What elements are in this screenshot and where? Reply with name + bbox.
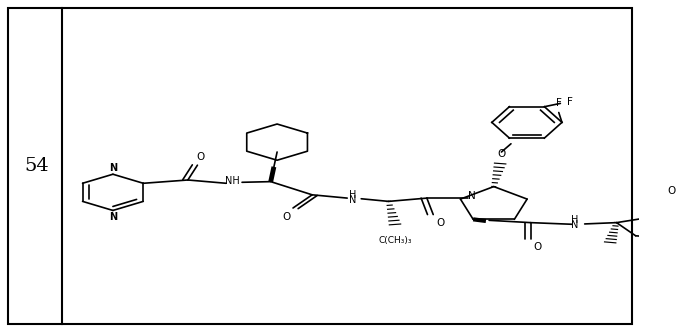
- Text: O: O: [497, 149, 505, 159]
- Text: N: N: [572, 220, 579, 230]
- Text: N: N: [109, 212, 117, 222]
- Text: O: O: [534, 242, 542, 252]
- Text: O: O: [436, 218, 445, 228]
- Text: N: N: [109, 163, 117, 173]
- Text: N: N: [468, 192, 475, 202]
- Text: H: H: [572, 215, 579, 225]
- Text: 54: 54: [24, 157, 49, 175]
- Text: F: F: [556, 98, 562, 108]
- Text: O: O: [283, 212, 291, 222]
- Text: H: H: [348, 190, 356, 200]
- Text: F: F: [567, 97, 572, 107]
- Text: O: O: [197, 152, 205, 162]
- Text: N: N: [348, 195, 356, 205]
- Text: NH: NH: [225, 176, 240, 186]
- Text: O: O: [667, 186, 676, 196]
- Text: C(CH₃)₃: C(CH₃)₃: [378, 236, 412, 245]
